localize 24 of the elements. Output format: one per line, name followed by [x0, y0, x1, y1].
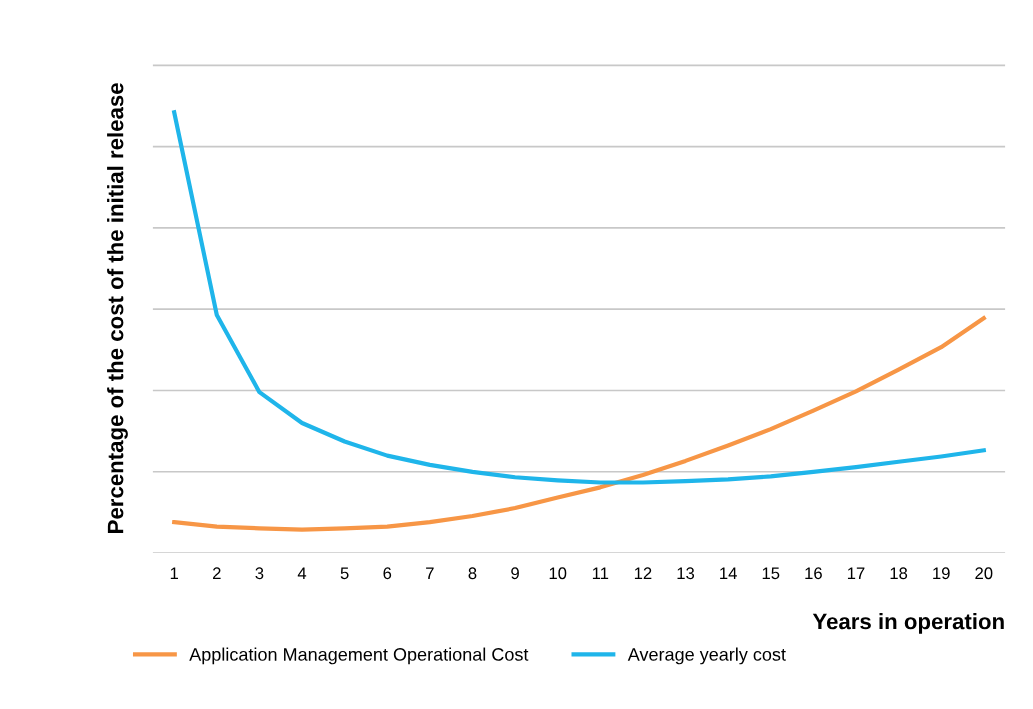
legend-label: Average yearly cost — [627, 647, 786, 665]
x-axis-title: Years in operation — [812, 613, 1004, 634]
x-tick-label: 11 — [592, 567, 609, 579]
x-tick-label: 14 — [720, 567, 737, 579]
x-tick-label: 3 — [255, 567, 264, 580]
legend-label: Application Management Operational Cost — [189, 647, 529, 665]
x-tick-label: 15 — [762, 567, 780, 580]
y-axis-title: Percentage of the cost of the initial release — [107, 83, 128, 533]
x-tick-label: 19 — [933, 567, 950, 580]
x-tick-label: 12 — [634, 567, 652, 579]
x-tick-label: 5 — [340, 567, 349, 580]
x-tick-label: 18 — [890, 567, 908, 580]
x-tick-label: 20 — [975, 567, 993, 580]
x-tick-label: 9 — [511, 567, 519, 580]
x-tick-label: 17 — [847, 567, 865, 579]
x-tick-label: 13 — [677, 567, 695, 580]
x-tick-label: 8 — [468, 567, 477, 580]
x-tick-label: 1 — [170, 567, 179, 579]
x-tick-label: 6 — [383, 567, 392, 580]
x-tick-label: 4 — [297, 567, 307, 579]
x-tick-label: 2 — [213, 567, 221, 579]
x-tick-label: 16 — [805, 567, 822, 580]
x-tick-label: 7 — [426, 567, 434, 579]
x-tick-label: 10 — [549, 567, 567, 580]
